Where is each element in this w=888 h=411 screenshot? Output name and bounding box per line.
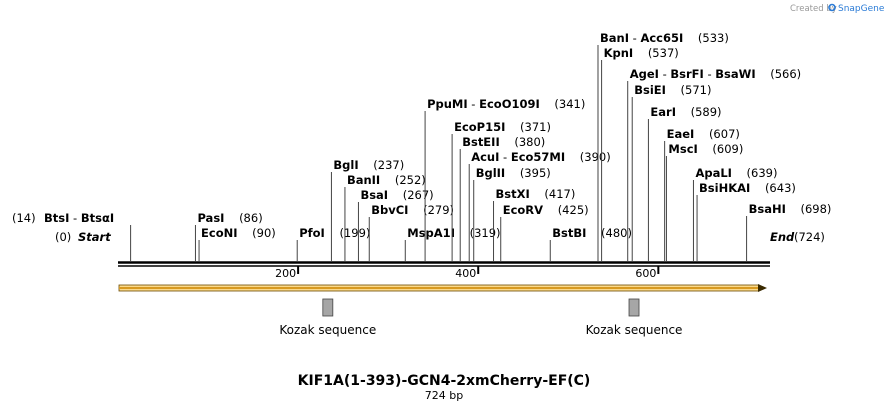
enzyme-label: BglII (395)	[476, 166, 551, 180]
enzyme-label: MscI (609)	[668, 142, 743, 156]
enzyme-label: PasI (86)	[197, 211, 262, 225]
credit-brand: SnapGene	[838, 4, 885, 14]
feature-marker	[628, 298, 640, 317]
enzyme-site-pfoi[interactable]: PfoI (199)	[299, 226, 370, 240]
enzyme-site-bstbi[interactable]: BstBI (480)	[552, 226, 632, 240]
enzyme-site-btsi[interactable]: (14) BtsI - BtsαI	[12, 211, 114, 225]
enzyme-label: BsiHKAI (643)	[699, 181, 796, 195]
enzyme-site-bsihkai[interactable]: BsiHKAI (643)	[699, 181, 796, 195]
enzyme-site-apali[interactable]: ApaLI (639)	[695, 166, 777, 180]
enzyme-site-bsai[interactable]: BsaI (267)	[360, 188, 433, 202]
axis-tick-label: 600	[635, 267, 656, 280]
enzyme-label: BanI - Acc65I (533)	[600, 31, 729, 45]
feature-label: Kozak sequence	[279, 323, 376, 337]
feature-kozak-sequence[interactable]: Kozak sequence	[586, 298, 683, 337]
enzyme-label: BsiEI (571)	[634, 83, 711, 97]
enzyme-site-banii[interactable]: BanII (252)	[347, 173, 426, 187]
end-position: (724)	[794, 230, 825, 244]
orf-arrow[interactable]	[118, 284, 767, 292]
enzyme-label: KpnI (537)	[604, 46, 679, 60]
enzyme-site-acui[interactable]: AcuI - Eco57MI (390)	[471, 150, 611, 164]
enzyme-site-bbvci[interactable]: BbvCI (279)	[371, 203, 454, 217]
feature-label: Kozak sequence	[586, 323, 683, 337]
feature-marker	[322, 298, 334, 317]
enzyme-site-bglii[interactable]: BglII (395)	[476, 166, 551, 180]
enzyme-label: PpuMI - EcoO109I (341)	[427, 97, 585, 111]
enzyme-label: BsaI (267)	[360, 188, 433, 202]
enzyme-label: ApaLI (639)	[695, 166, 777, 180]
axis-tick-label: 400	[455, 267, 476, 280]
snapgene-logo: SnapGene	[828, 3, 885, 14]
enzyme-site-ppumi[interactable]: PpuMI - EcoO109I (341)	[427, 97, 585, 111]
enzyme-label: BstEII (380)	[462, 135, 545, 149]
credit-prefix: Created by	[790, 4, 837, 14]
sequence-length: 724 bp	[425, 389, 463, 402]
enzyme-label: EcoNI (90)	[201, 226, 276, 240]
sequence-title: KIF1A(1-393)-GCN4-2xmCherry-EF(C)	[298, 373, 591, 389]
enzyme-label: EarI (589)	[650, 105, 721, 119]
axis-tick-label: 200	[275, 267, 296, 280]
enzyme-label: BsaHI (698)	[749, 202, 832, 216]
enzyme-label: EcoRV (425)	[503, 203, 589, 217]
enzyme-site-kpni[interactable]: KpnI (537)	[604, 46, 679, 60]
enzyme-site-bsiei[interactable]: BsiEI (571)	[634, 83, 711, 97]
feature-kozak-sequence[interactable]: Kozak sequence	[279, 298, 376, 337]
enzyme-site-agei[interactable]: AgeI - BsrFI - BsaWI (566)	[630, 67, 801, 81]
enzyme-site-bstxi[interactable]: BstXI (417)	[496, 187, 576, 201]
enzyme-site-bgli[interactable]: BglI (237)	[333, 158, 404, 172]
enzyme-label: EaeI (607)	[667, 127, 740, 141]
enzyme-label: BtsI - BtsαI	[44, 211, 114, 225]
enzyme-site-eari[interactable]: EarI (589)	[650, 105, 721, 119]
enzyme-site-bsteii[interactable]: BstEII (380)	[462, 135, 545, 149]
enzyme-label: BanII (252)	[347, 173, 426, 187]
enzyme-label: AgeI - BsrFI - BsaWI (566)	[630, 67, 801, 81]
start-label: Start	[78, 230, 111, 244]
enzyme-site-ecorv[interactable]: EcoRV (425)	[503, 203, 589, 217]
enzyme-label: AcuI - Eco57MI (390)	[471, 150, 611, 164]
tick-layer: 200 400 600	[275, 266, 660, 280]
enzyme-label: BstXI (417)	[496, 187, 576, 201]
enzyme-site-mspa1i[interactable]: MspA1I (319)	[407, 226, 500, 240]
enzyme-site-bani[interactable]: BanI - Acc65I (533)	[600, 31, 729, 45]
enzyme-label: BbvCI (279)	[371, 203, 454, 217]
end-label: End	[770, 230, 795, 244]
enzyme-site-msci[interactable]: MscI (609)	[668, 142, 743, 156]
start-position: (0)	[55, 230, 71, 244]
enzyme-position: (14)	[12, 211, 36, 225]
enzyme-label: MspA1I (319)	[407, 226, 500, 240]
feature-layer: Kozak sequence Kozak sequence	[279, 298, 683, 337]
enzyme-site-pasi[interactable]: PasI (86)	[197, 211, 262, 225]
enzyme-site-ecop15i[interactable]: EcoP15I (371)	[454, 120, 551, 134]
enzyme-layer: (14) BtsI - BtsαI PasI (86)EcoNI (90) PfoI …	[12, 31, 831, 261]
enzyme-label: BglI (237)	[333, 158, 404, 172]
enzyme-site-eaei[interactable]: EaeI (607)	[667, 127, 740, 141]
enzyme-label: PfoI (199)	[299, 226, 370, 240]
enzyme-site-econi[interactable]: EcoNI (90)	[201, 226, 276, 240]
enzyme-label: BstBI (480)	[552, 226, 632, 240]
enzyme-label: EcoP15I (371)	[454, 120, 551, 134]
enzyme-site-bsahi[interactable]: BsaHI (698)	[749, 202, 832, 216]
